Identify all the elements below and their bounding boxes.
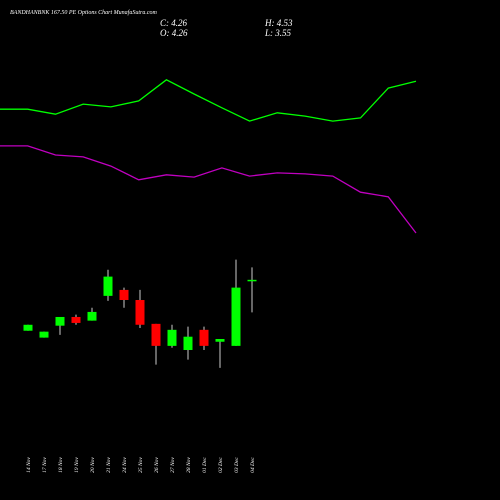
x-tick-label: 03 Dec [234, 457, 240, 473]
x-tick-label: 01 Dec [202, 457, 208, 473]
x-tick-label: 18 Nov [58, 457, 64, 473]
high-label: H: 4.53 [264, 18, 293, 28]
close-label: C: 4.26 [160, 18, 188, 28]
x-tick-label: 26 Nov [154, 457, 160, 473]
candle-body [199, 329, 209, 346]
chart-title: BANDHANBNK 167.50 PE Options Chart Munaf… [10, 9, 158, 16]
candle-body [39, 331, 49, 338]
candle-body [247, 279, 257, 282]
candle-body [103, 276, 113, 296]
candle-body [231, 287, 241, 346]
x-tick-label: 27 Nov [170, 457, 176, 473]
x-tick-label: 28 Nov [186, 457, 192, 473]
candle-body [119, 289, 129, 300]
x-tick-label: 14 Nov [25, 457, 32, 473]
x-tick-label: 02 Dec [218, 457, 224, 473]
line-series [0, 145, 417, 234]
x-tick-label: 17 Nov [42, 457, 48, 473]
x-tick-label: 25 Nov [138, 457, 144, 473]
candle-body [55, 316, 65, 326]
x-tick-label: 04 Dec [249, 457, 256, 473]
candle-body [135, 300, 145, 325]
x-tick-label: 19 Nov [74, 457, 80, 473]
candle-body [167, 329, 177, 346]
open-label: O: 4.26 [160, 28, 188, 38]
candle-body [215, 338, 225, 342]
candle-body [87, 311, 97, 321]
candle-body [71, 316, 81, 323]
candle-body [151, 323, 161, 346]
candle-body [183, 336, 193, 350]
line-series [0, 79, 417, 122]
candle-body [23, 324, 33, 331]
x-tick-label: 24 Nov [121, 457, 128, 473]
x-tick-label: 21 Nov [106, 457, 112, 473]
low-label: L: 3.55 [264, 28, 292, 38]
x-tick-label: 20 Nov [90, 457, 96, 473]
